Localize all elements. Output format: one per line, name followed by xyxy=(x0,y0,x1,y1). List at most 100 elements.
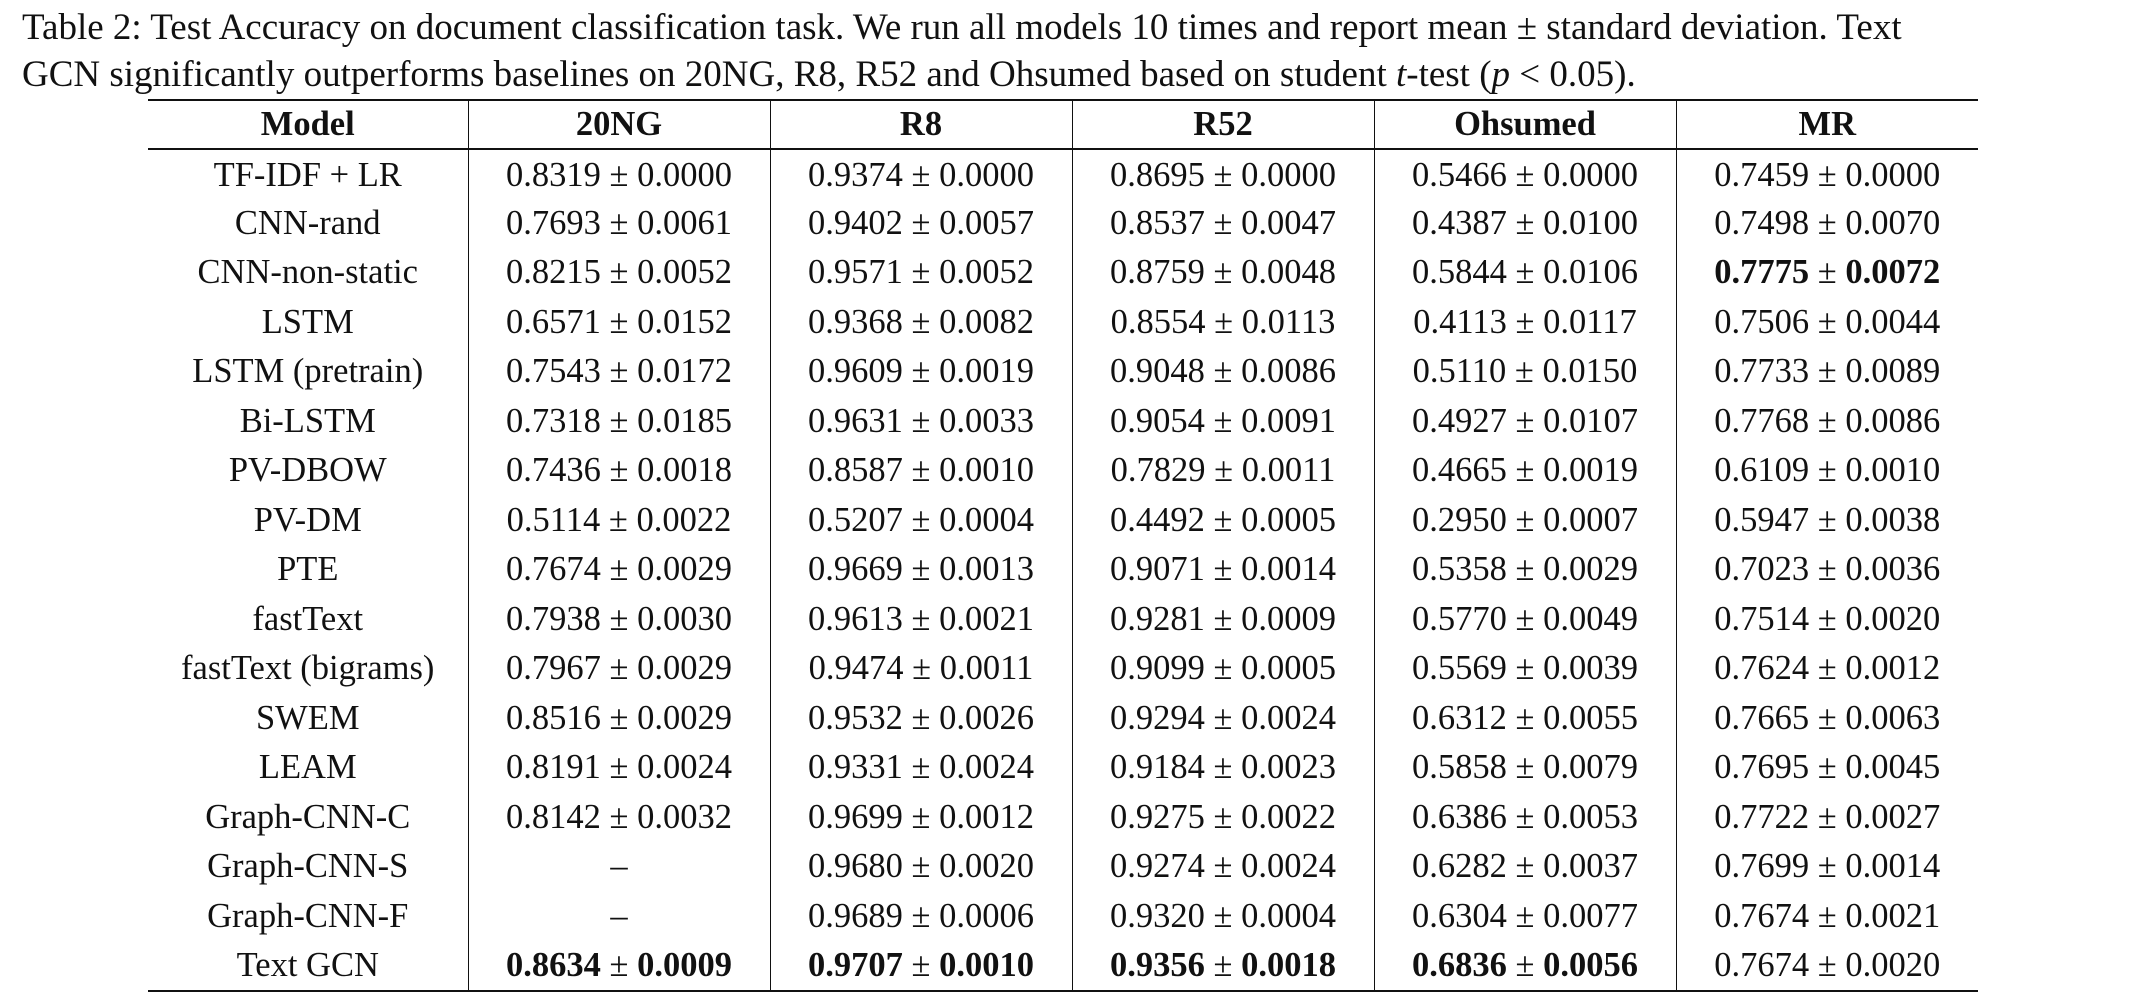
mean-value: 0.9613 xyxy=(808,599,903,638)
std-value: 0.0070 xyxy=(1845,203,1941,242)
score-cell: 0.4492 ± 0.0005 xyxy=(1071,495,1374,545)
score-cell: 0.6836 ± 0.0056 xyxy=(1373,941,1676,991)
mean-value: 0.9099 xyxy=(1110,649,1205,688)
plus-minus-symbol: ± xyxy=(1809,401,1846,440)
plus-minus-symbol: ± xyxy=(1506,203,1544,242)
mean-value: 0.5207 xyxy=(808,500,903,539)
std-value: 0.0012 xyxy=(939,797,1034,836)
std-value: 0.0057 xyxy=(939,203,1034,242)
plus-minus-symbol: ± xyxy=(903,649,940,688)
table-row: Graph-CNN-F –0.9689 ± 0.0006 0.9320 ± 0.00… xyxy=(148,891,1978,941)
table-row: Graph-CNN-S –0.9680 ± 0.0020 0.9274 ± 0.00… xyxy=(148,842,1978,892)
std-value: 0.0113 xyxy=(1241,302,1336,341)
mean-value: 0.9374 xyxy=(808,155,903,194)
score-cell: 0.5569 ± 0.0039 xyxy=(1373,644,1676,694)
model-name-cell: PV-DBOW xyxy=(228,451,387,490)
plus-minus-symbol: ± xyxy=(1205,302,1242,341)
std-value: 0.0036 xyxy=(1845,550,1941,589)
std-value: 0.0024 xyxy=(1241,847,1336,886)
std-value: 0.0010 xyxy=(939,451,1034,490)
score-cell: 0.5207 ± 0.0004 xyxy=(769,495,1072,545)
score-cell: 0.8516 ± 0.0029 xyxy=(467,693,770,743)
score-cell: 0.7506 ± 0.0044 xyxy=(1675,297,1978,347)
score-cell: 0.9689 ± 0.0006 xyxy=(769,891,1072,941)
mean-value: 0.9402 xyxy=(808,203,903,242)
score-cell: 0.5466 ± 0.0000 xyxy=(1373,149,1676,199)
plus-minus-symbol: ± xyxy=(1506,352,1543,391)
std-value: 0.0004 xyxy=(939,500,1034,539)
mean-value: 0.8215 xyxy=(506,253,601,292)
std-value: 0.0024 xyxy=(1241,698,1336,737)
plus-minus-symbol: ± xyxy=(1204,155,1242,194)
plus-minus-symbol: ± xyxy=(1204,698,1242,737)
plus-minus-symbol: ± xyxy=(1506,649,1544,688)
score-cell: 0.9532 ± 0.0026 xyxy=(769,693,1072,743)
std-value: 0.0024 xyxy=(637,748,732,787)
caption-line-2: GCN significantly outperforms baselines … xyxy=(22,51,2122,98)
std-value: 0.0011 xyxy=(1241,451,1336,490)
results-table-container: Model 20NG R8 R52 Ohsumed MR TF-IDF + LR… xyxy=(148,99,1978,992)
plus-minus-symbol: ± xyxy=(1506,599,1544,638)
table-row: Graph-CNN-C 0.8142 ± 0.0032 0.9699 ± 0.001… xyxy=(148,792,1978,842)
score-cell: 0.7829 ± 0.0011 xyxy=(1071,446,1374,496)
mean-value: 0.7722 xyxy=(1714,797,1810,836)
plus-minus-symbol: ± xyxy=(600,698,638,737)
std-value: 0.0010 xyxy=(939,945,1034,984)
mean-value: 0.5114 xyxy=(506,500,601,539)
mean-value: 0.9274 xyxy=(1110,847,1205,886)
score-cell: 0.9631 ± 0.0033 xyxy=(769,396,1072,446)
std-value: 0.0005 xyxy=(1241,500,1336,539)
not-available-dash: – xyxy=(610,847,628,886)
std-value: 0.0049 xyxy=(1543,599,1638,638)
mean-value: 0.6312 xyxy=(1412,698,1507,737)
table-row: LSTM (pretrain) 0.7543 ± 0.0172 0.9609 ± 0… xyxy=(148,347,1978,397)
mean-value: 0.9331 xyxy=(808,748,903,787)
std-value: 0.0033 xyxy=(939,401,1034,440)
header-r8: R8 xyxy=(769,100,1072,149)
mean-value: 0.9320 xyxy=(1110,896,1205,935)
std-value: 0.0044 xyxy=(1845,302,1941,341)
plus-minus-symbol: ± xyxy=(1506,896,1544,935)
plus-minus-symbol: ± xyxy=(1204,352,1242,391)
mean-value: 0.5110 xyxy=(1412,352,1507,391)
std-value: 0.0009 xyxy=(1241,599,1336,638)
plus-minus-symbol: ± xyxy=(1204,649,1242,688)
std-value: 0.0079 xyxy=(1543,748,1638,787)
std-value: 0.0013 xyxy=(939,550,1034,589)
score-cell: 0.8695 ± 0.0000 xyxy=(1071,149,1374,199)
results-table: Model 20NG R8 R52 Ohsumed MR TF-IDF + LR… xyxy=(148,99,1978,992)
mean-value: 0.6304 xyxy=(1412,896,1507,935)
plus-minus-symbol: ± xyxy=(1506,550,1544,589)
plus-minus-symbol: ± xyxy=(1809,500,1846,539)
score-cell: 0.9571 ± 0.0052 xyxy=(769,248,1072,298)
score-cell: 0.7938 ± 0.0030 xyxy=(467,594,770,644)
score-cell: 0.5770 ± 0.0049 xyxy=(1373,594,1676,644)
score-cell: 0.5110 ± 0.0150 xyxy=(1373,347,1676,397)
score-cell: 0.5858 ± 0.0079 xyxy=(1373,743,1676,793)
std-value: 0.0000 xyxy=(1845,155,1941,194)
mean-value: 0.5947 xyxy=(1714,500,1810,539)
caption-line-1: Table 2: Test Accuracy on document class… xyxy=(22,7,1902,48)
caption-t-symbol: t xyxy=(1395,54,1407,95)
std-value: 0.0011 xyxy=(939,649,1034,688)
mean-value: 0.7775 xyxy=(1714,253,1810,292)
plus-minus-symbol: ± xyxy=(1204,253,1242,292)
plus-minus-symbol: ± xyxy=(600,253,638,292)
score-cell: 0.9054 ± 0.0091 xyxy=(1071,396,1374,446)
plus-minus-symbol: ± xyxy=(600,401,638,440)
std-value: 0.0019 xyxy=(1543,451,1638,490)
std-value: 0.0030 xyxy=(637,599,732,638)
std-value: 0.0024 xyxy=(939,748,1034,787)
plus-minus-symbol: ± xyxy=(600,500,637,539)
plus-minus-symbol: ± xyxy=(1506,847,1544,886)
table-row: Text GCN 0.8634 ± 0.0009 0.9707 ± 0.0010 0.… xyxy=(148,941,1978,991)
mean-value: 0.7665 xyxy=(1714,698,1810,737)
mean-value: 0.8191 xyxy=(506,748,601,787)
mean-value: 0.9631 xyxy=(808,401,903,440)
mean-value: 0.5569 xyxy=(1412,649,1507,688)
std-value: 0.0026 xyxy=(939,698,1034,737)
score-cell: 0.6304 ± 0.0077 xyxy=(1373,891,1676,941)
caption-test-text: -test ( xyxy=(1406,54,1492,95)
mean-value: 0.6571 xyxy=(506,302,601,341)
std-value: 0.0052 xyxy=(939,253,1034,292)
